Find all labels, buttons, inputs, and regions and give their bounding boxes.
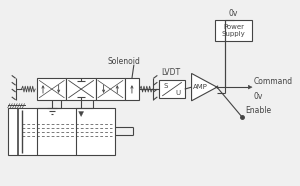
Polygon shape xyxy=(192,73,217,101)
Bar xyxy=(215,20,252,41)
Bar xyxy=(37,78,67,100)
Polygon shape xyxy=(215,86,218,89)
Polygon shape xyxy=(248,85,252,89)
Text: Command: Command xyxy=(253,77,292,86)
Text: S: S xyxy=(164,83,168,89)
Text: Solenoid: Solenoid xyxy=(107,57,140,66)
Text: 0v: 0v xyxy=(229,9,238,18)
Text: 0v: 0v xyxy=(253,92,262,101)
Text: Power
Supply: Power Supply xyxy=(222,24,245,37)
Text: AMP: AMP xyxy=(193,84,208,90)
Bar xyxy=(159,80,185,98)
Text: Enable: Enable xyxy=(245,106,272,116)
Bar xyxy=(125,78,139,100)
Text: LVDT: LVDT xyxy=(161,68,180,77)
Bar xyxy=(67,78,96,100)
Bar xyxy=(96,78,125,100)
Text: U: U xyxy=(175,90,180,96)
Polygon shape xyxy=(79,112,84,116)
Bar xyxy=(8,108,115,155)
